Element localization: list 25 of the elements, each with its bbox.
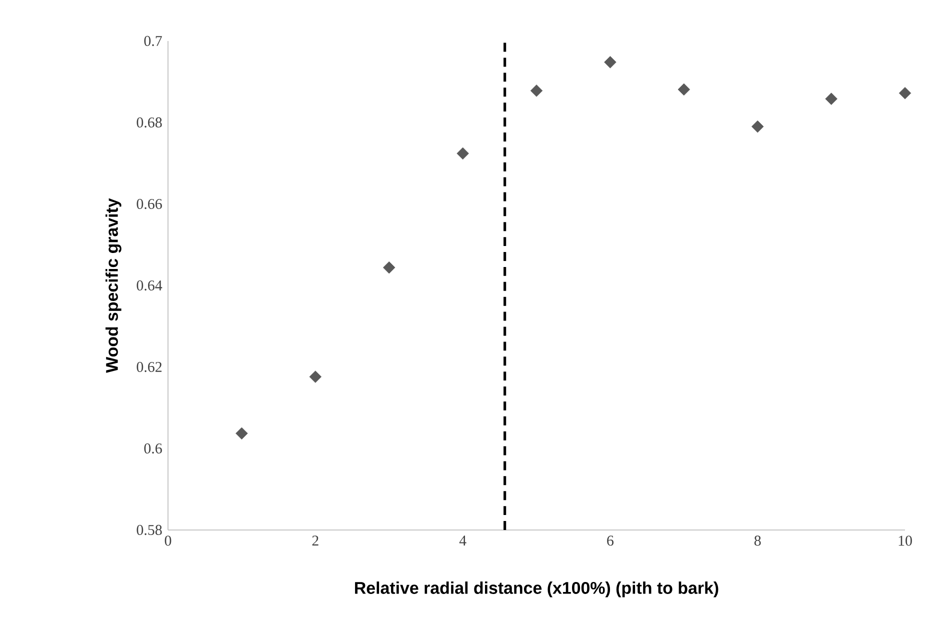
x-tick-label: 4 [459, 536, 466, 546]
y-tick-label: 0.58 [136, 524, 162, 536]
y-tick-label: 0.62 [136, 362, 162, 372]
x-tick-label: 8 [754, 536, 761, 546]
x-tick-label: 6 [607, 536, 614, 546]
point [825, 92, 838, 105]
x-axis-title: Relative radial distance (x100%) (pith to bark) [355, 582, 718, 598]
point [604, 56, 616, 68]
point [309, 370, 322, 383]
point [678, 83, 690, 96]
point [236, 427, 248, 440]
y-tick-label: 0.7 [144, 36, 162, 46]
x-tick-label: 0 [164, 536, 172, 546]
point [530, 84, 543, 97]
point [456, 147, 469, 160]
point [898, 87, 912, 100]
y-tick-label: 0.6 [144, 443, 162, 454]
x-tick-label: 2 [312, 536, 318, 546]
point [751, 120, 764, 133]
y-tick-label: 0.66 [136, 198, 162, 210]
point [382, 261, 396, 274]
y-tick-label: 0.68 [136, 117, 162, 128]
y-axis-title: Wood specific gravity [106, 198, 122, 373]
y-tick-label: 0.64 [136, 280, 162, 291]
x-tick-label: 10 [898, 536, 912, 546]
